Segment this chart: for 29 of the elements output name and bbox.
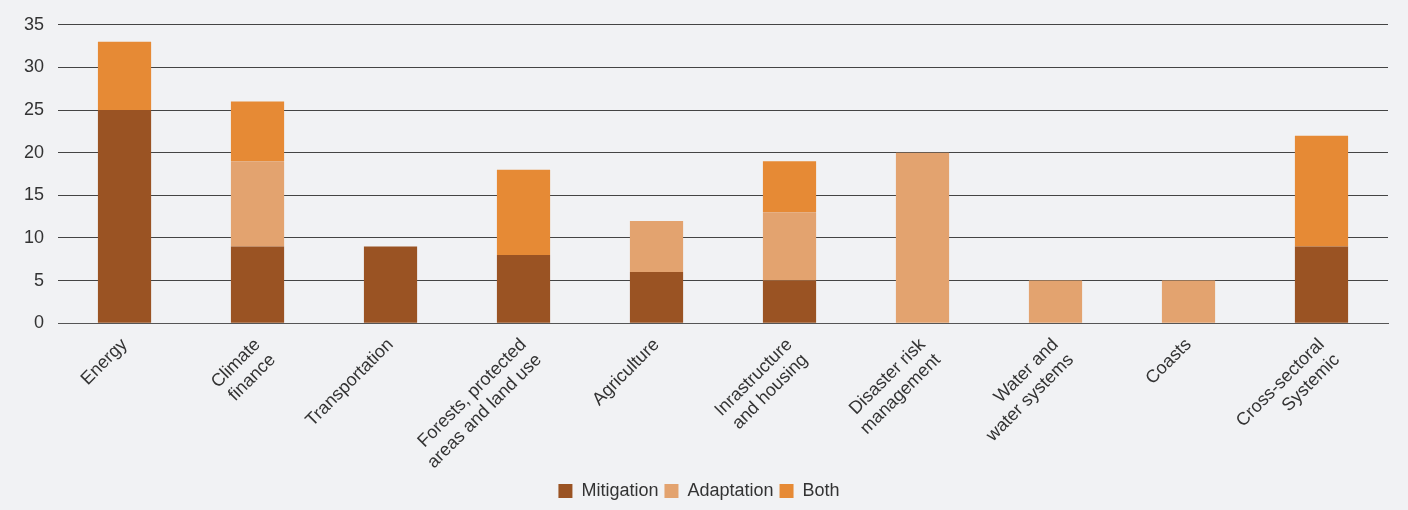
y-tick-label: 15 — [23, 184, 45, 205]
bar — [496, 254, 551, 323]
bar — [629, 272, 684, 323]
bar — [762, 212, 817, 281]
bar — [1161, 280, 1216, 323]
y-tick-label: 5 — [34, 269, 45, 290]
bar — [629, 220, 684, 273]
bar — [1028, 280, 1083, 323]
y-tick-label: 10 — [23, 226, 45, 247]
y-tick-label: 20 — [23, 141, 45, 162]
bar — [363, 246, 418, 323]
y-tick-label: 30 — [23, 56, 45, 77]
y-tick-label: 35 — [23, 13, 45, 34]
legend-label: Both — [802, 479, 840, 500]
bar — [230, 246, 285, 323]
bar — [230, 161, 285, 247]
bar — [97, 41, 152, 111]
legend-label: Adaptation — [687, 479, 774, 500]
bar — [97, 110, 152, 323]
y-tick-label: 25 — [23, 99, 45, 120]
bar — [762, 161, 817, 213]
legend-label: Mitigation — [581, 479, 659, 500]
bar — [762, 280, 817, 323]
bar — [230, 101, 285, 162]
bar — [1294, 135, 1349, 247]
bar — [1294, 246, 1349, 323]
bar — [895, 152, 950, 323]
y-tick-label: 0 — [34, 312, 45, 333]
bar — [496, 169, 551, 255]
